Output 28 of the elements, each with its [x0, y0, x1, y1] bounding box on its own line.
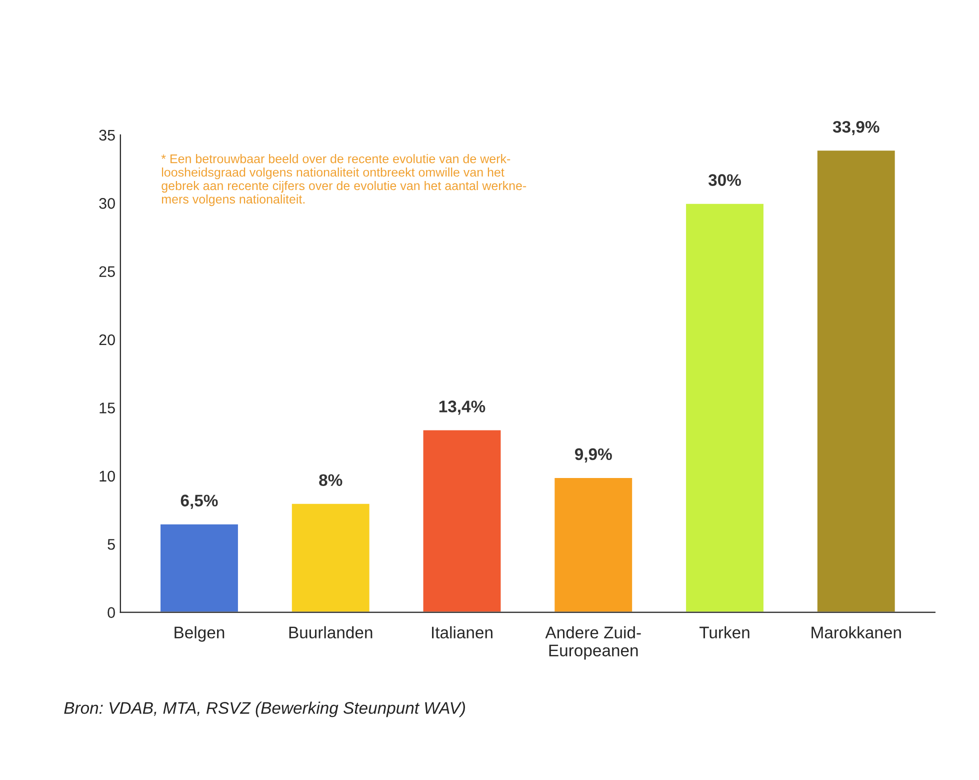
y-tick-label: 35 — [99, 130, 115, 141]
y-tick-label: 20 — [99, 334, 115, 346]
y-tick-label: 0 — [108, 607, 115, 618]
x-tick-label: Belgen — [174, 626, 224, 642]
bar — [290, 502, 371, 612]
y-tick-label: 5 — [108, 539, 115, 550]
y-tick-label: 25 — [99, 266, 115, 278]
x-tick-label: Andere Zuid- Europeanen — [545, 626, 641, 660]
data-label: 13,4% — [439, 400, 486, 415]
bar — [422, 428, 502, 612]
x-tick-label: Turken — [700, 626, 750, 638]
x-tick-label: Italianen — [432, 626, 492, 638]
data-label: 33,9% — [832, 120, 880, 136]
y-tick-label: 15 — [100, 402, 115, 414]
bar — [816, 149, 896, 612]
bar — [684, 202, 765, 612]
y-tick-label: 30 — [99, 198, 115, 209]
bar — [553, 476, 634, 612]
data-label: 9,9% — [574, 448, 612, 463]
x-tick-label: Marokkanen — [812, 626, 901, 638]
data-label: 8% — [319, 474, 342, 486]
text: Bron: VDAB, MTA, RSVZ (Bewerking Steunpunt WAV) — [64, 702, 465, 718]
y-tick-label: 10 — [100, 470, 115, 482]
data-label: 6,5% — [180, 494, 218, 509]
data-label: 30% — [708, 174, 741, 186]
bar — [159, 522, 240, 612]
x-tick-label: Buurlanden — [289, 626, 372, 638]
annotation: * Een betrouwbaar beeld over de recente evolutie van de werk- loosheidsgraad volgens nationaliteit ontbreekt omwille van het gebrek aan recente cijfers over de evolutie van het aantal werkne- mers volgens nationaliteit. — [161, 154, 526, 206]
